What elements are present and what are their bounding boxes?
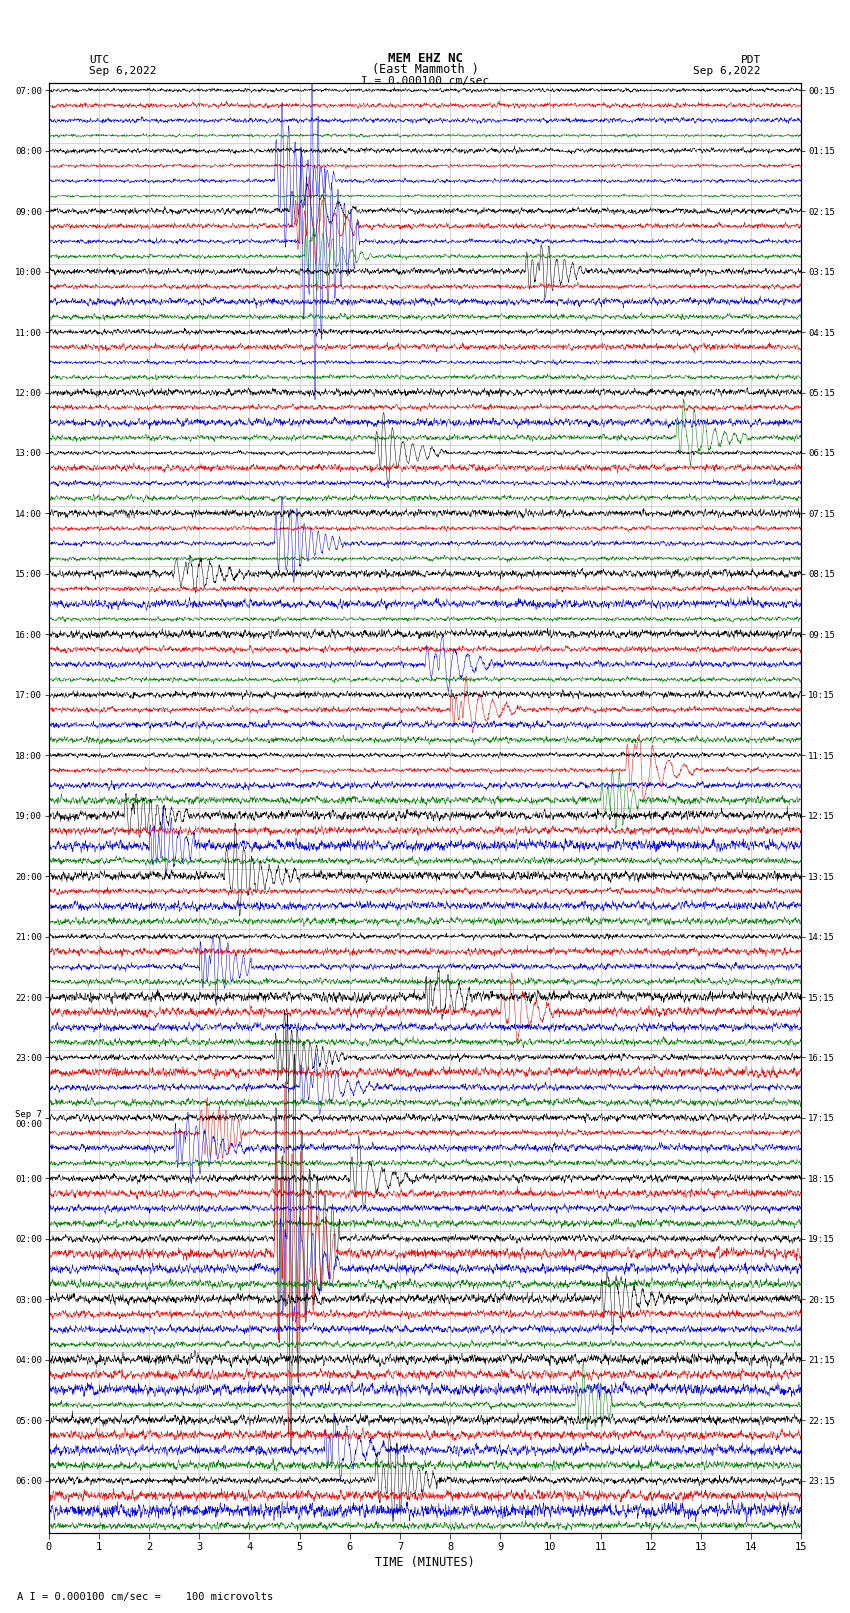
Text: PDT: PDT	[740, 55, 761, 65]
Text: Sep 6,2022: Sep 6,2022	[694, 66, 761, 76]
Text: UTC: UTC	[89, 55, 110, 65]
Text: (East Mammoth ): (East Mammoth )	[371, 63, 479, 76]
Text: Sep 6,2022: Sep 6,2022	[89, 66, 156, 76]
Text: A I = 0.000100 cm/sec =    100 microvolts: A I = 0.000100 cm/sec = 100 microvolts	[17, 1592, 273, 1602]
Text: I = 0.000100 cm/sec: I = 0.000100 cm/sec	[361, 76, 489, 85]
Text: MEM EHZ NC: MEM EHZ NC	[388, 52, 462, 65]
X-axis label: TIME (MINUTES): TIME (MINUTES)	[375, 1557, 475, 1569]
